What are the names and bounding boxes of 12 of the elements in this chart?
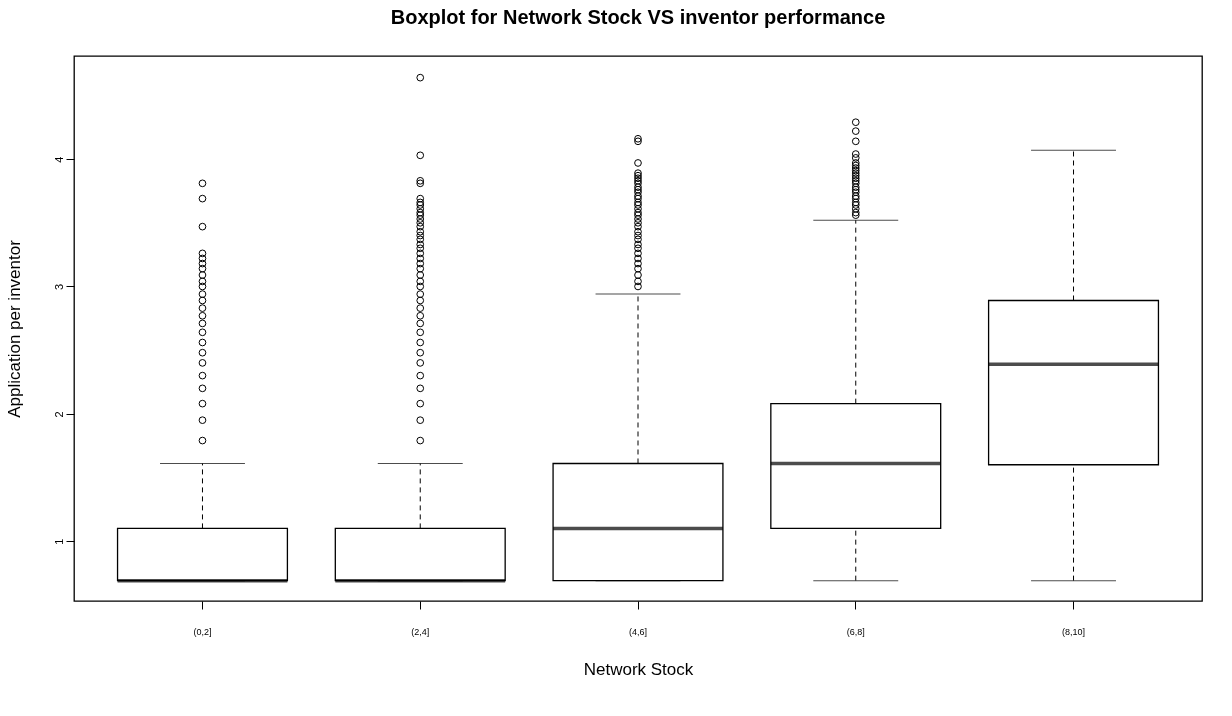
x-tick-label: (4,6] xyxy=(628,626,648,637)
y-axis-title: Application per inventor xyxy=(4,239,24,418)
x-tick-label: (0,2] xyxy=(193,626,212,637)
y-tick-label: 4 xyxy=(52,156,65,163)
y-tick-label: 3 xyxy=(52,283,65,291)
x-tick-label: (2,4] xyxy=(411,626,430,637)
y-tick-label: 1 xyxy=(52,538,65,545)
x-axis-title: Network Stock xyxy=(583,659,694,679)
x-tick-label: (6,8] xyxy=(846,626,865,637)
x-tick-label: (8,10] xyxy=(1062,626,1086,637)
y-tick-label: 2 xyxy=(52,411,65,418)
chart-title: Boxplot for Network Stock VS inventor performance xyxy=(390,6,886,28)
